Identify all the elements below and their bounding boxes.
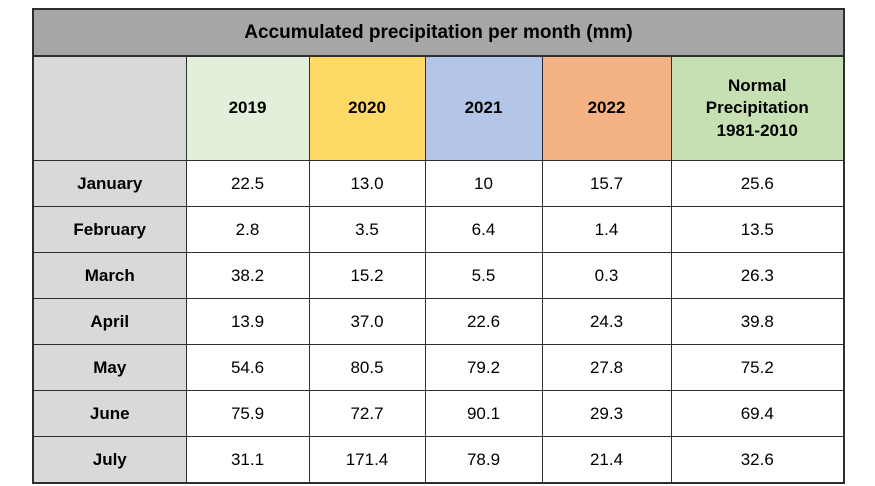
table-row: February 2.8 3.5 6.4 1.4 13.5 [32, 206, 845, 253]
month-label-may: May [32, 344, 187, 391]
table-row: March 38.2 15.2 5.5 0.3 26.3 [32, 252, 845, 299]
corner-cell [32, 55, 187, 161]
value-cell: 39.8 [670, 298, 845, 345]
value-cell: 80.5 [308, 344, 426, 391]
value-cell: 54.6 [185, 344, 310, 391]
value-cell: 25.6 [670, 160, 845, 207]
column-header-2021: 2021 [424, 55, 543, 161]
precipitation-table: Accumulated precipitation per month (mm)… [32, 8, 845, 484]
value-cell: 72.7 [308, 390, 426, 437]
value-cell: 75.2 [670, 344, 845, 391]
table-row: July 31.1 171.4 78.9 21.4 32.6 [32, 436, 845, 484]
value-cell: 3.5 [308, 206, 426, 253]
value-cell: 24.3 [541, 298, 672, 345]
value-cell: 13.0 [308, 160, 426, 207]
value-cell: 22.5 [185, 160, 310, 207]
title-row: Accumulated precipitation per month (mm) [32, 8, 845, 57]
table-row: June 75.9 72.7 90.1 29.3 69.4 [32, 390, 845, 437]
value-cell: 31.1 [185, 436, 310, 484]
column-header-2019: 2019 [185, 55, 310, 161]
value-cell: 22.6 [424, 298, 543, 345]
value-cell: 171.4 [308, 436, 426, 484]
value-cell: 26.3 [670, 252, 845, 299]
value-cell: 10 [424, 160, 543, 207]
value-cell: 32.6 [670, 436, 845, 484]
column-header-normal: Normal Precipitation 1981-2010 [670, 55, 845, 161]
value-cell: 6.4 [424, 206, 543, 253]
value-cell: 37.0 [308, 298, 426, 345]
table-title: Accumulated precipitation per month (mm) [32, 8, 845, 57]
month-label-june: June [32, 390, 187, 437]
value-cell: 13.5 [670, 206, 845, 253]
value-cell: 75.9 [185, 390, 310, 437]
table-row: May 54.6 80.5 79.2 27.8 75.2 [32, 344, 845, 391]
header-row: 2019 2020 2021 2022 Normal Precipitation 198… [32, 55, 845, 161]
table-row: January 22.5 13.0 10 15.7 25.6 [32, 160, 845, 207]
value-cell: 38.2 [185, 252, 310, 299]
value-cell: 0.3 [541, 252, 672, 299]
value-cell: 90.1 [424, 390, 543, 437]
value-cell: 5.5 [424, 252, 543, 299]
value-cell: 69.4 [670, 390, 845, 437]
month-label-march: March [32, 252, 187, 299]
value-cell: 21.4 [541, 436, 672, 484]
month-label-april: April [32, 298, 187, 345]
month-label-february: February [32, 206, 187, 253]
table-body: January 22.5 13.0 10 15.7 25.6 February 2.8 3.5 6… [32, 160, 845, 484]
column-header-2020: 2020 [308, 55, 426, 161]
value-cell: 78.9 [424, 436, 543, 484]
table-row: April 13.9 37.0 22.6 24.3 39.8 [32, 298, 845, 345]
value-cell: 79.2 [424, 344, 543, 391]
value-cell: 29.3 [541, 390, 672, 437]
month-label-july: July [32, 436, 187, 484]
month-label-january: January [32, 160, 187, 207]
column-header-2022: 2022 [541, 55, 672, 161]
value-cell: 27.8 [541, 344, 672, 391]
value-cell: 15.2 [308, 252, 426, 299]
value-cell: 2.8 [185, 206, 310, 253]
value-cell: 15.7 [541, 160, 672, 207]
value-cell: 13.9 [185, 298, 310, 345]
value-cell: 1.4 [541, 206, 672, 253]
